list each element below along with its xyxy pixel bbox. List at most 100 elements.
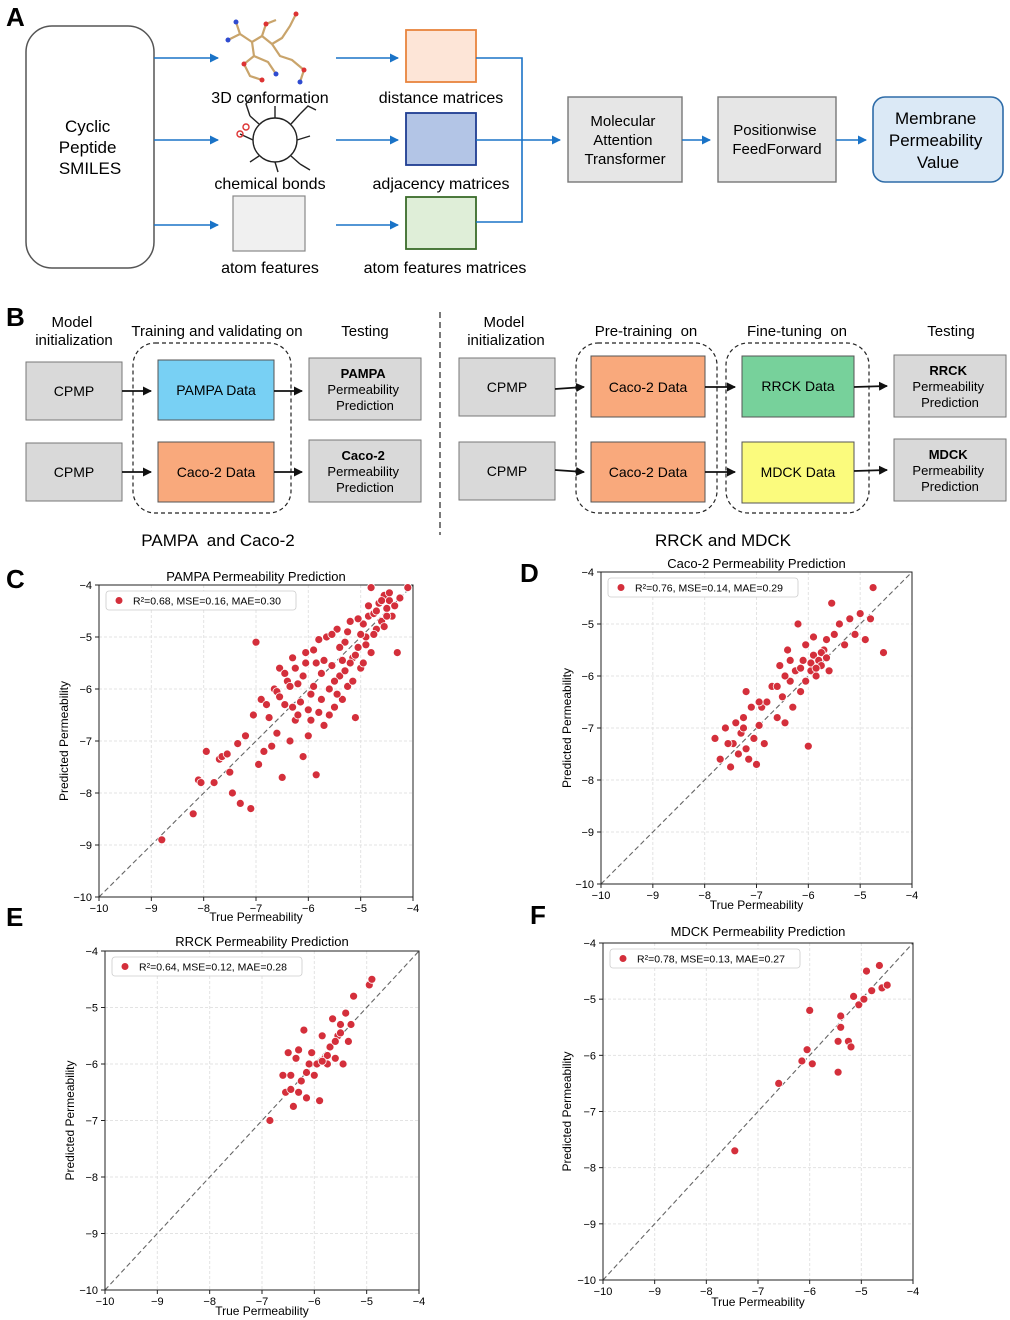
arrow-b7 — [853, 381, 888, 391]
data-point — [275, 692, 285, 702]
matrix-distance-label: distance matrices — [379, 90, 504, 107]
y-tick-label: −8 — [583, 1163, 596, 1175]
data-point — [209, 778, 219, 787]
caco2-pre-box-1 — [590, 355, 706, 418]
right-test-header: Testing — [927, 323, 975, 340]
data-point — [854, 1000, 864, 1010]
panel-label-f: F — [530, 900, 546, 930]
legend-text: R²=0.64, MSE=0.12, MAE=0.28 — [139, 962, 287, 974]
data-point — [384, 588, 394, 598]
y-axis-label: Predicted Permeability — [560, 668, 574, 788]
x-tick-label: −4 — [413, 1296, 426, 1308]
right-fine-group — [725, 342, 870, 514]
pampa-test-line-2: Prediction — [336, 398, 394, 413]
data-point — [332, 624, 342, 634]
data-point — [307, 1048, 317, 1058]
data-point — [809, 650, 818, 660]
svg-text:Caco-2 Permeability: Caco-2 Permeability Prediction — [327, 448, 402, 495]
legend-marker — [619, 955, 627, 962]
data-point — [306, 715, 316, 725]
data-point — [324, 710, 334, 720]
data-point — [850, 630, 860, 639]
data-point — [316, 669, 326, 678]
data-point — [317, 1031, 327, 1041]
data-point — [369, 630, 379, 639]
data-point — [780, 671, 790, 681]
y-tick-label: −9 — [581, 827, 594, 839]
y-tick-label: −10 — [575, 879, 594, 891]
plot-title: Caco-2 Permeability Prediction — [667, 556, 845, 571]
x-tick-label: −7 — [752, 1286, 765, 1298]
rrck-test-bold: RRCK — [929, 363, 967, 378]
adjacency-matrix-box — [405, 112, 477, 166]
data-point — [754, 697, 764, 707]
pampa-data-box — [157, 359, 275, 421]
y-tick-label: −6 — [581, 671, 594, 683]
data-point — [350, 650, 360, 660]
y-tick-label: −7 — [79, 736, 92, 748]
scatter-plot-4: −10−10 −9 −9 −8 −8 −7 −7 −6 −6 −5 −5 −4 −4 MDCK Perme… — [560, 924, 919, 1309]
identity-line — [104, 950, 420, 1291]
data-point — [788, 702, 798, 712]
scatter-plot-2: −10−10 −9 −9 −8 −8 −7 −7 −6 −6 −5 −5 −4 −4 Caco-2 Per… — [560, 556, 918, 912]
svg-text:Molecular Attention: Molecular Attention Transformer — [584, 113, 665, 168]
y-axis-label: Predicted Permeability — [560, 1051, 574, 1171]
atom-features-matrix-box — [405, 196, 477, 250]
right-cpmp-2-label: CPMP — [487, 463, 527, 479]
pampa-test-box — [308, 357, 422, 421]
data-point — [793, 619, 803, 629]
data-point — [325, 1042, 335, 1052]
legend-box — [111, 956, 303, 977]
caco2-data-label-left: Caco-2 Data — [177, 464, 256, 480]
right-init-header-2: initialization — [467, 332, 545, 349]
data-point — [293, 710, 303, 720]
output-box — [872, 96, 1004, 183]
y-tick-label: −4 — [581, 567, 594, 579]
x-tick-label: −9 — [648, 1286, 661, 1298]
caco2-pre-box-2 — [590, 441, 706, 503]
x-tick-label: −7 — [256, 1296, 269, 1308]
data-point — [775, 661, 785, 670]
data-point — [346, 1020, 356, 1029]
data-point — [259, 747, 269, 756]
legend: R²=0.76, MSE=0.14, MAE=0.29 — [607, 577, 799, 598]
data-point — [774, 1079, 784, 1088]
legend-box — [607, 577, 799, 598]
data-point — [780, 718, 790, 728]
data-point — [248, 710, 258, 720]
left-train-header: Training and validating on — [131, 323, 302, 340]
data-point — [741, 687, 751, 696]
legend: R²=0.78, MSE=0.13, MAE=0.27 — [609, 948, 801, 969]
data-point — [304, 1059, 314, 1069]
data-point — [778, 692, 787, 702]
panel-label-c: C — [6, 564, 25, 594]
data-point — [807, 1059, 817, 1069]
data-point — [278, 1070, 288, 1080]
data-point — [798, 656, 808, 665]
identity-line — [602, 942, 914, 1281]
x-tick-label: −10 — [90, 903, 109, 915]
scatter-plot-3: −10−10 −9 −9 −8 −8 −7 −7 −6 −6 −5 −5 −4 −4 RRCK Perme… — [63, 934, 425, 1318]
data-point — [739, 723, 748, 733]
feedforward-line-2: FeedForward — [732, 141, 821, 158]
transformer-line-2: Attention — [593, 132, 652, 149]
panel-label-d: D — [520, 558, 539, 588]
y-tick-label: −4 — [85, 946, 98, 958]
data-point — [319, 656, 329, 665]
output-line-3: Value — [917, 153, 959, 172]
data-point — [379, 622, 389, 631]
feature-3d-label: 3D conformation — [211, 90, 328, 107]
right-pre-group — [575, 342, 718, 514]
panel-label-a: A — [6, 2, 25, 32]
data-point — [293, 679, 303, 689]
data-point — [816, 648, 826, 657]
data-point — [836, 1011, 846, 1021]
data-point — [343, 627, 353, 637]
transformer-line-1: Molecular — [590, 113, 655, 130]
data-point — [327, 630, 337, 639]
data-point — [746, 702, 756, 712]
svg-text:MDCK Permeability: MDCK Permeability Prediction — [912, 447, 987, 494]
legend-box — [105, 590, 297, 611]
data-point — [303, 731, 313, 741]
data-point — [280, 700, 290, 709]
